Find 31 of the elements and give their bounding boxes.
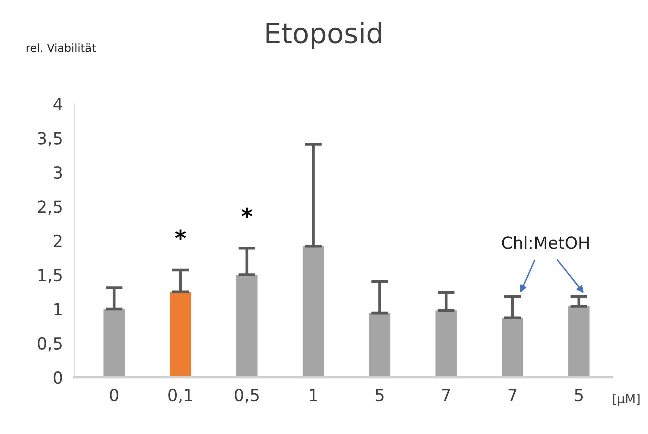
annotation: * [242, 208, 253, 218]
x-tick-label: 1 [310, 389, 318, 402]
bar [302, 246, 324, 378]
y-tick-label: 3 [54, 166, 62, 180]
x-tick-label: 7 [508, 389, 517, 402]
x-tick-label: 0 [110, 388, 119, 402]
y-tick-label: 2,5 [38, 200, 62, 215]
x-tick-label: 0,1 [168, 388, 192, 404]
y-axis-title: rel. Viabilität [26, 44, 96, 52]
bar [502, 318, 524, 378]
x-tick-label: 5 [376, 389, 384, 402]
y-tick-label: 2 [54, 234, 62, 248]
y-tick-label: 0,5 [38, 337, 62, 352]
bar [568, 306, 590, 378]
y-tick-label: 1 [54, 303, 62, 316]
bar [170, 292, 192, 378]
bar [236, 275, 258, 378]
y-tick-label: 3,5 [38, 132, 62, 147]
y-tick-label: 4 [54, 98, 62, 110]
y-tick-label: 0 [54, 372, 62, 384]
chart-title: Etoposid [266, 22, 382, 50]
x-axis-title: [µM] [613, 394, 640, 406]
bar [436, 310, 457, 378]
x-tick-label: 0,5 [235, 388, 259, 404]
annotation: Chl:MetOH [502, 236, 589, 250]
bar [104, 309, 125, 378]
bar [369, 313, 391, 378]
y-tick-label: 1,5 [38, 269, 62, 284]
x-tick-label: 7 [442, 389, 450, 402]
annotation: * [175, 230, 186, 240]
x-tick-label: 5 [575, 389, 584, 402]
